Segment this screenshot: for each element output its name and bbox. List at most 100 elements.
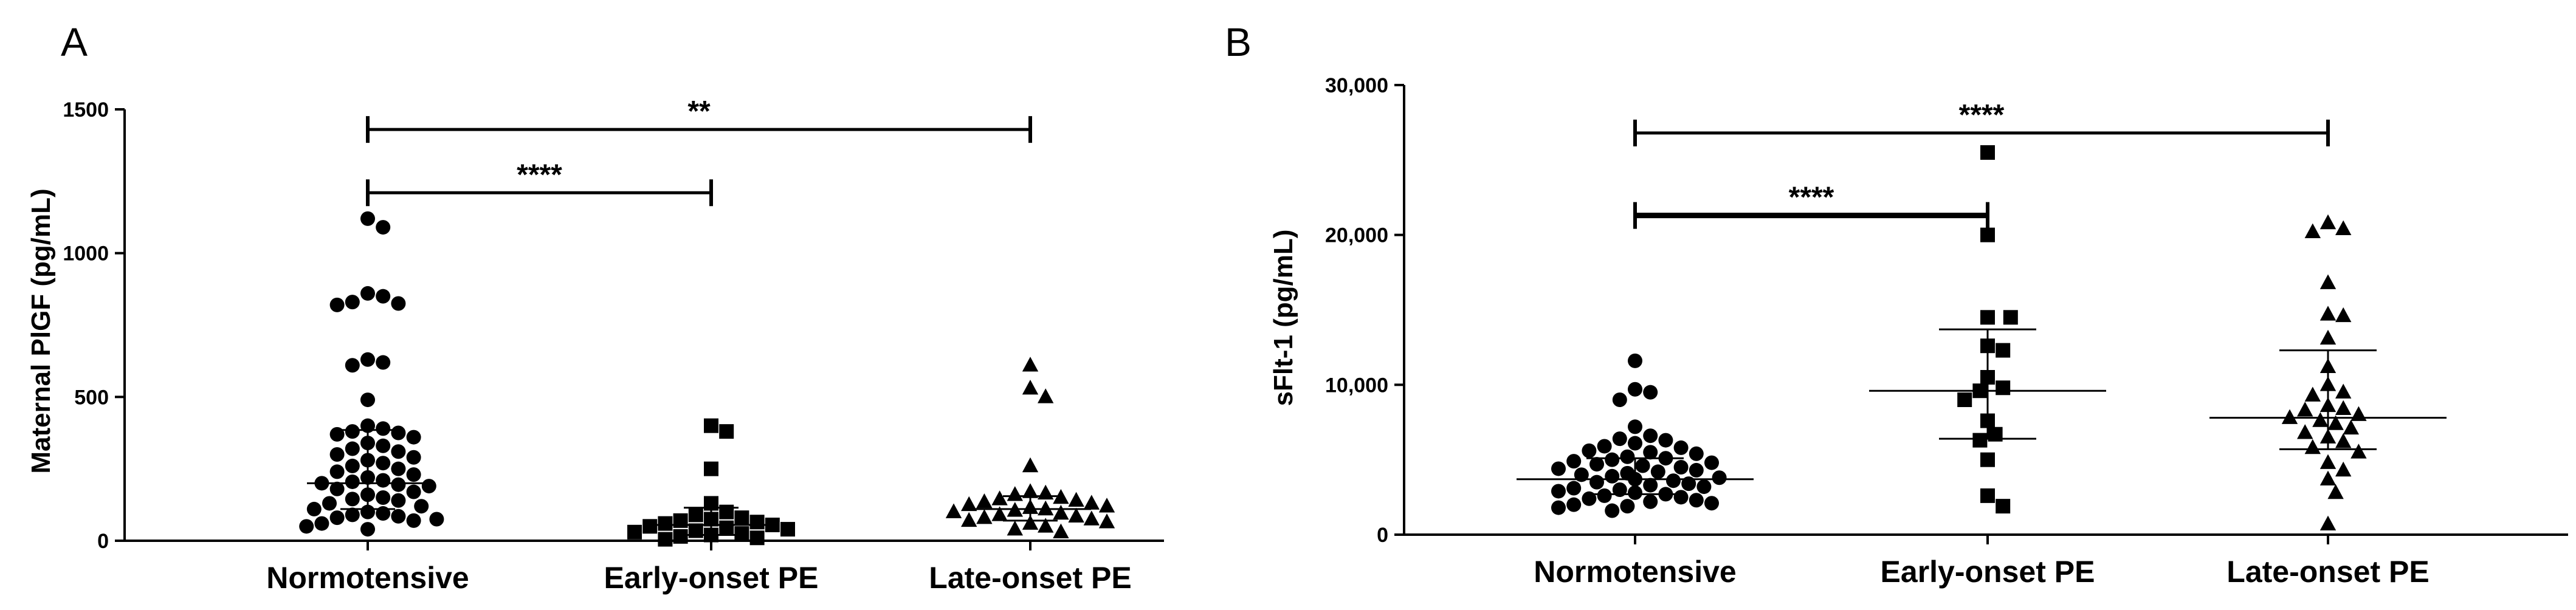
panel-a-data-point: [391, 425, 406, 440]
panel-b-data-point: [1980, 488, 1995, 503]
panel-b-data-point: [1551, 500, 1566, 515]
panel-b-data-point: [1605, 452, 1620, 467]
panel-b-data-point: [1635, 458, 1650, 473]
panel-b-data-point: [1980, 145, 1995, 160]
panel-b-data-point: [1628, 436, 1642, 451]
panel-a-data-point: [391, 444, 406, 459]
panel-b-data-point: [1980, 227, 1995, 242]
panel-a-data-point: [329, 297, 345, 312]
panel-a-data-point: [1022, 483, 1039, 498]
panel-a-data-point: [688, 507, 703, 523]
panel-a-data-point: [406, 430, 421, 445]
panel-b-data-point: [1589, 457, 1604, 472]
panel-b-data-point: [1620, 499, 1635, 514]
panel-a-data-point: [391, 493, 406, 508]
panel-b-category-label: Late-onset PE: [2226, 555, 2429, 589]
panel-b-data-point: [2312, 412, 2329, 427]
panel-a-data-point: [345, 474, 360, 489]
panel-b-data-point: [1566, 454, 1582, 469]
panel-a-data-point: [673, 529, 688, 544]
panel-b-data-point: [1673, 460, 1689, 475]
panel-b-data-point: [1689, 446, 1704, 461]
panel-b-data-point: [2327, 484, 2344, 499]
panel-a-data-point: [376, 438, 391, 453]
panel-b-significance-bracket: ****: [1633, 182, 1989, 229]
panel-a-y-tick-label: 1500: [63, 98, 109, 122]
panel-b-letter: B: [1225, 19, 1252, 64]
panel-b-data-point: [2304, 439, 2321, 454]
panel-b-data-point: [1650, 464, 1665, 479]
panel-a-data-point: [976, 509, 993, 524]
panel-a-y-tick-label: 0: [97, 530, 109, 553]
panel-a-data-point: [1068, 492, 1084, 507]
panel-a-data-point: [945, 503, 962, 518]
panel-b-data-point: [1972, 433, 1988, 448]
panel-b-data-point: [1628, 382, 1642, 397]
panel-b-data-point: [1643, 445, 1658, 460]
panel-b-data-point: [1605, 468, 1620, 484]
panel-a-data-point: [961, 496, 977, 512]
panel-b-data-point: [2304, 386, 2321, 402]
panel-b-data-point: [1996, 343, 2011, 358]
panel-a-data-point: [345, 295, 360, 310]
panel-b-y-tick-label: 30,000: [1325, 74, 1388, 97]
panel-b-data-point: [1704, 496, 1719, 511]
panel-b-significance-label: ****: [1789, 182, 1834, 214]
panel-a-data-point: [345, 358, 360, 373]
panel-a-category-label: Early-onset PE: [604, 561, 819, 595]
panel-b-data-point: [1666, 473, 1681, 488]
panel-a-data-point: [329, 510, 345, 526]
panel-a-data-point: [329, 481, 345, 496]
panel-b-data-point: [2304, 223, 2321, 238]
panel-a-data-point: [376, 421, 391, 436]
panel-b: B sFlt-1 (pg/mL) 0 10,000 20,000 30,000 Norm…: [1225, 19, 2568, 589]
panel-a-y-axis-title: Maternal PlGF (pg/mL): [26, 188, 56, 473]
panel-b-series-early-onset-pe: [1869, 145, 2106, 514]
panel-a-series-early-onset-pe: [627, 418, 795, 547]
panel-a-data-point: [658, 532, 673, 547]
panel-a-data-point: [345, 458, 360, 473]
panel-a-data-point: [1007, 520, 1023, 536]
panel-a-data-point: [658, 516, 673, 531]
panel-a-data-point: [376, 220, 391, 235]
panel-a-data-point: [1053, 488, 1069, 504]
panel-a-data-point: [1022, 357, 1039, 372]
panel-b-data-point: [2319, 274, 2337, 289]
panel-b-data-point: [1597, 488, 1612, 503]
panel-b-data-point: [1643, 428, 1658, 444]
panel-b-data-point: [1643, 478, 1658, 493]
panel-a-data-point: [406, 450, 421, 465]
panel-a-data-point: [299, 519, 314, 534]
panel-a-category-label: Late-onset PE: [929, 561, 1131, 595]
panel-b-data-point: [1689, 493, 1704, 508]
panel-b-data-point: [1551, 484, 1566, 499]
panel-b-data-point: [1612, 392, 1627, 407]
panel-b-data-point: [1566, 497, 1582, 512]
panel-b-data-point: [2335, 383, 2352, 399]
panel-a-data-point: [991, 506, 1008, 521]
panel-a-data-point: [780, 522, 795, 537]
panel-a-data-point: [376, 289, 391, 304]
panel-a-data-point: [704, 461, 718, 476]
panel-b-data-point: [1712, 470, 1727, 485]
panel-a-data-point: [1022, 379, 1039, 395]
panel-b-data-point: [2350, 444, 2367, 459]
panel-a-data-point: [1022, 515, 1039, 530]
panel-b-data-point: [1980, 310, 1995, 325]
panel-a-data-point: [704, 418, 718, 433]
panel-b-data-point: [2319, 329, 2337, 345]
panel-b-data-point: [1704, 455, 1719, 470]
panel-b-y-tick-label: 20,000: [1325, 224, 1388, 247]
panel-a-data-point: [414, 499, 429, 514]
panel-b-y-axis-title: sFlt-1 (pg/mL): [1269, 230, 1298, 406]
panel-b-data-point: [2327, 415, 2344, 430]
panel-b-y-tick-label: 0: [1377, 524, 1388, 547]
panel-b-data-point: [2319, 515, 2337, 530]
panel-a-data-point: [391, 477, 406, 492]
panel-a-data-point: [719, 424, 734, 439]
panel-a-data-point: [976, 493, 993, 509]
panel-b-data-point: [2335, 220, 2352, 236]
panel-a-data-point: [1038, 388, 1054, 403]
panel-b-data-point: [1612, 431, 1627, 447]
panel-a-letter: A: [61, 19, 88, 64]
